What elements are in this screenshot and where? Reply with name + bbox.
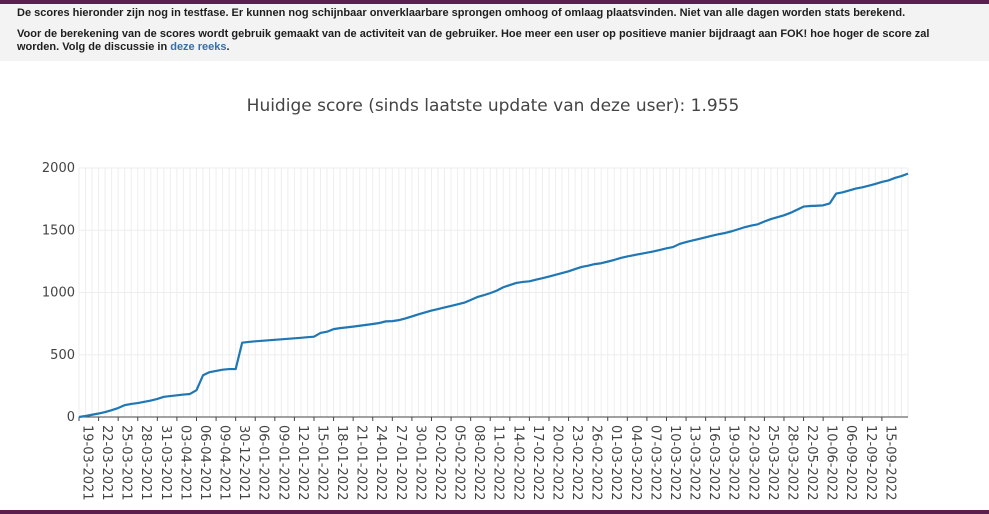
x-tick-label: 07-03-2022: [647, 425, 662, 501]
notice-testfase-text: De scores hieronder zijn nog in testfase…: [17, 7, 906, 19]
y-tick-label: 500: [50, 348, 75, 363]
chart-title: Huidige score (sinds laatste update van …: [247, 96, 740, 116]
x-tick-label: 21-01-2022: [354, 425, 369, 501]
x-tick-label: 24-01-2022: [373, 425, 388, 501]
x-tick-label: 25-03-2021: [119, 425, 134, 501]
x-tick-label: 02-02-2022: [432, 425, 447, 501]
x-tick-label: 25-03-2022: [765, 425, 780, 501]
bottom-frame-border: [0, 510, 989, 514]
x-tick-label: 27-01-2022: [393, 425, 408, 501]
x-tick-label: 09-01-2022: [275, 425, 290, 501]
x-tick-label: 17-02-2022: [530, 425, 545, 501]
notice-calculation-body: Voor de berekening van de scores wordt g…: [17, 28, 930, 53]
x-tick-label: 26-02-2022: [589, 425, 604, 501]
y-tick-label: 2000: [42, 161, 75, 176]
x-tick-label: 31-03-2021: [158, 425, 173, 501]
x-tick-label: 12-09-2022: [863, 425, 878, 501]
x-tick-label: 08-02-2022: [471, 425, 486, 501]
x-tick-label: 22-03-2021: [99, 425, 114, 501]
notice-calculation-end: .: [226, 41, 230, 53]
top-frame-border: [0, 0, 989, 4]
x-tick-label: 15-01-2022: [314, 425, 329, 501]
x-tick-label: 04-03-2022: [628, 425, 643, 501]
score-series-line: [78, 172, 909, 419]
notice-calculation-text: Voor de berekening van de scores wordt g…: [17, 28, 974, 54]
x-tick-label: 28-03-2022: [784, 425, 799, 501]
x-tick-label: 10-06-2022: [824, 425, 839, 501]
score-line-chart: Huidige score (sinds laatste update van …: [42, 96, 909, 501]
x-tick-label: 05-02-2022: [452, 425, 467, 501]
x-tick-label: 19-03-2022: [726, 425, 741, 501]
y-axis-ticks: 0 500 1000 1500 2000: [42, 161, 75, 425]
x-tick-label: 11-02-2022: [491, 425, 506, 501]
x-tick-label: 06-04-2021: [197, 425, 212, 501]
x-tick-label: 23-02-2022: [569, 425, 584, 501]
x-tick-label: 10-03-2022: [667, 425, 682, 501]
discussion-link[interactable]: deze reeks: [170, 41, 227, 53]
x-tick-label: 14-02-2022: [510, 425, 525, 501]
y-tick-label: 1000: [42, 286, 75, 301]
x-tick-label: 28-03-2021: [138, 425, 153, 501]
x-tick-label: 03-04-2021: [177, 425, 192, 501]
y-tick-label: 1500: [42, 223, 75, 238]
x-tick-label: 22-05-2022: [804, 425, 819, 501]
x-tick-label: 06-09-2022: [843, 425, 858, 501]
chart-grid: [78, 167, 909, 417]
x-tick-label: 30-01-2022: [412, 425, 427, 501]
x-tick-label: 20-02-2022: [549, 425, 564, 501]
x-tick-label: 09-04-2021: [217, 425, 232, 501]
notice-box: De scores hieronder zijn nog in testfase…: [0, 4, 989, 61]
x-axis-ticks: 19-03-2021 22-03-2021 25-03-2021 28-03-2021…: [78, 417, 897, 501]
y-tick-label: 0: [67, 410, 75, 425]
x-tick-label: 18-01-2022: [334, 425, 349, 501]
x-tick-label: 12-01-2022: [295, 425, 310, 501]
x-tick-label: 30-12-2021: [236, 425, 251, 501]
x-tick-label: 01-03-2022: [608, 425, 623, 501]
x-tick-label: 13-03-2022: [687, 425, 702, 501]
x-tick-label: 19-03-2021: [80, 425, 95, 501]
x-tick-label: 15-09-2022: [882, 425, 897, 501]
x-tick-label: 06-01-2022: [256, 425, 271, 501]
x-tick-label: 16-03-2022: [706, 425, 721, 501]
x-tick-label: 22-03-2022: [745, 425, 760, 501]
